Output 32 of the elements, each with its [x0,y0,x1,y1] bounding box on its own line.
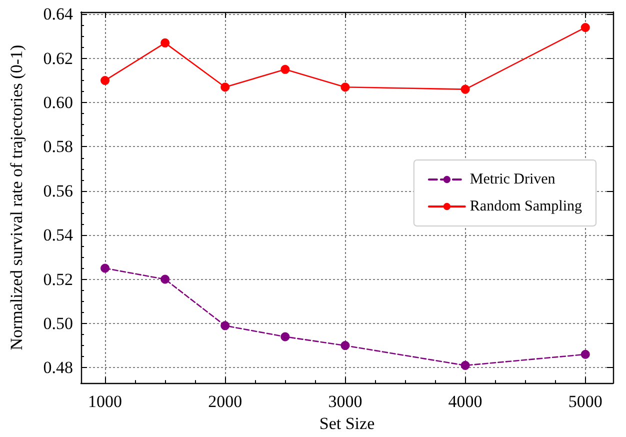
y-tick-label: 0.60 [43,93,73,112]
y-tick-label: 0.62 [43,48,73,68]
point [220,82,230,92]
point [160,274,170,284]
x-tick-label: 2000 [208,392,242,412]
point [280,64,290,74]
point [280,332,290,342]
y-axis-title: Normalized survival rate of trajectories (0-1) [7,44,26,350]
y-tick-label: 0.50 [43,314,73,333]
point [340,341,350,350]
y-tick-label: 0.64 [43,4,74,24]
x-tick-label: 3000 [328,392,362,412]
point [580,22,590,32]
point [100,76,110,85]
y-tick-label: 0.52 [43,270,73,289]
y-tick-label: 0.54 [43,226,74,245]
point [160,38,170,48]
y-tick-label: 0.58 [43,137,73,156]
x-axis-title: Set Size [319,414,375,433]
point [100,264,110,273]
legend-label: Metric Driven [470,172,556,188]
legend-label: Random Sampling [470,198,582,214]
point [460,84,470,94]
x-tick-label: 5000 [568,392,602,412]
x-tick-label: 1000 [88,392,122,412]
point [220,321,230,330]
x-tick-label: 4000 [448,392,482,412]
y-tick-label: 0.48 [43,358,73,378]
y-tick-label: 0.56 [43,181,73,200]
point [460,360,470,370]
point [580,350,590,359]
point [340,82,350,92]
